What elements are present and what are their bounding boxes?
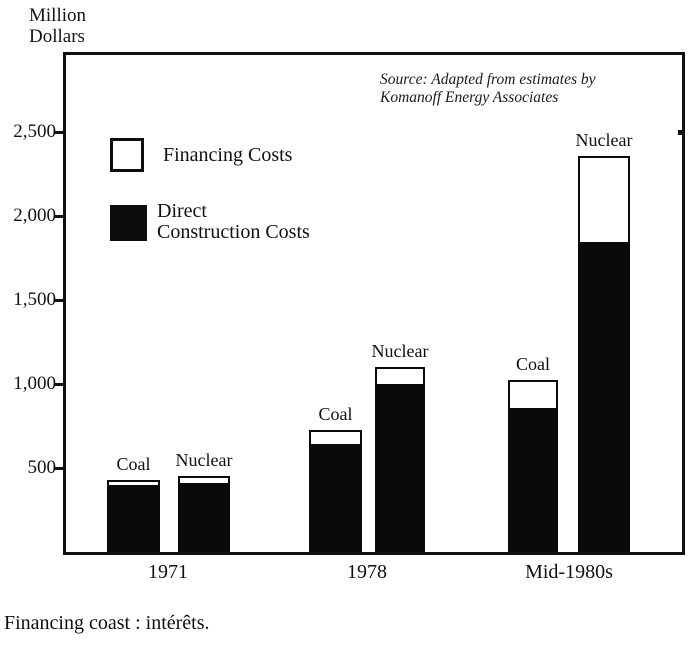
legend-financing-entry: Financing Costs	[110, 138, 292, 172]
financing-segment	[311, 432, 360, 446]
bar-mid-1980s-nuclear	[578, 156, 630, 552]
x-axis-label-1971: 1971	[148, 561, 188, 583]
financing-segment	[580, 158, 628, 244]
bar-1978-coal	[309, 430, 362, 552]
bar-label-coal: Coal	[516, 354, 550, 374]
y-axis-title-line1: Million	[29, 5, 87, 26]
y-tick-label-1000: 1,000	[13, 373, 56, 394]
bar-label-coal: Coal	[318, 404, 353, 424]
y-axis-title: Million Dollars	[29, 5, 86, 47]
y-axis-title-line2: Dollars	[29, 26, 85, 47]
bar-label-nuclear: Nuclear	[175, 450, 233, 470]
bar-label-nuclear: Nuclear	[575, 130, 633, 150]
caption: Financing coast : intérêts.	[4, 612, 210, 634]
y-tick-label-2000: 2,000	[13, 205, 56, 226]
bar-label-nuclear: Nuclear	[371, 341, 429, 361]
bar-1978-nuclear	[375, 367, 425, 552]
x-axis-label-1978: 1978	[347, 561, 387, 583]
source-note-line2: Komanoff Energy Associates	[380, 89, 559, 106]
financing-segment	[180, 478, 228, 485]
source-note-line1: Source: Adapted from estimates by	[380, 71, 596, 88]
financing-costs-label: Financing Costs	[163, 143, 293, 166]
y-tick-mark-500	[54, 467, 66, 470]
financing-segment	[510, 382, 556, 410]
financing-segment	[109, 482, 158, 487]
construction-costs-swatch	[110, 205, 147, 241]
financing-segment	[377, 369, 423, 386]
x-axis-label-mid-1980s: Mid-1980s	[525, 561, 613, 583]
bar-mid-1980s-coal	[508, 380, 558, 552]
y-tick-label-1500: 1,500	[13, 289, 56, 310]
legend-construction-entry: Direct Construction Costs	[110, 201, 310, 243]
construction-costs-label: Direct Construction Costs	[157, 201, 310, 243]
bar-1971-nuclear	[178, 476, 230, 552]
source-note: Source: Adapted from estimates by Komano…	[380, 71, 596, 107]
y-tick-mark-2500	[54, 131, 66, 134]
y-tick-label-2500: 2,500	[13, 121, 56, 142]
construction-costs-label-line1: Direct	[157, 200, 207, 222]
bar-label-coal: Coal	[116, 454, 151, 474]
y-tick-mark-2000	[54, 215, 66, 218]
y-tick-mark-1000	[54, 383, 66, 386]
financing-costs-swatch	[110, 138, 144, 172]
y-tick-label-500: 500	[27, 457, 57, 478]
construction-costs-label-line2: Construction Costs	[157, 221, 310, 243]
plot-area: Source: Adapted from estimates by Komano…	[63, 52, 685, 555]
right-axis-tick-2500	[678, 130, 684, 135]
bar-1971-coal	[107, 480, 160, 552]
y-tick-mark-1500	[54, 299, 66, 302]
